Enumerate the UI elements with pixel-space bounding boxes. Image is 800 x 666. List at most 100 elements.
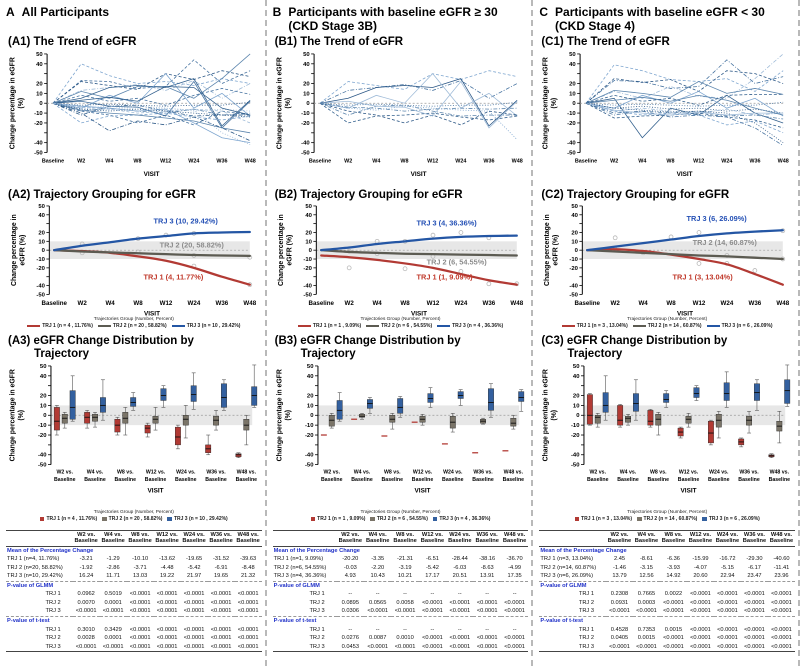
svg-text:-40: -40	[567, 141, 576, 147]
svg-text:10: 10	[40, 403, 47, 409]
table-cell: <0.0001	[717, 599, 738, 606]
table-cell: 21.97	[186, 573, 202, 580]
svg-text:-10: -10	[305, 423, 314, 429]
legend-swatch	[561, 325, 575, 328]
svg-text:50: 50	[40, 363, 47, 369]
table-cell: <0.0001	[183, 626, 205, 633]
svg-text:0: 0	[310, 413, 314, 419]
table-cell: -4.07	[693, 564, 707, 571]
svg-text:20: 20	[36, 81, 43, 87]
table-cell: --	[348, 591, 353, 598]
table-section-header: Mean of the Percentage Change	[273, 547, 360, 554]
legend-label: TRJ 3 (n = 6 , 26.09%)	[721, 322, 773, 329]
table-cell: <0.0001	[476, 643, 498, 650]
trajectory-chart-a2: 50 40 20 10 0 -10 -20 -40 -50 Change percentage i…	[11, 204, 257, 317]
svg-text:Change percentage in: Change percentage in	[278, 214, 285, 286]
svg-text:(%): (%)	[551, 409, 558, 420]
legend-item: TRJ 1 (n = 3 , 13.04%)	[574, 516, 632, 523]
svg-text:-40: -40	[36, 283, 45, 289]
svg-text:40: 40	[38, 213, 45, 219]
table-column-header: W12 vs. Baseline	[686, 530, 714, 547]
section-title-b1: (B1) The Trend of eGFR	[274, 36, 404, 48]
svg-text:-50: -50	[567, 150, 576, 156]
section-title-b3-line1: (B3) eGFR Change Distribution by	[274, 334, 461, 347]
table-cell: 17.17	[425, 573, 440, 580]
svg-text:40: 40	[572, 213, 579, 219]
svg-text:W8: W8	[133, 300, 143, 307]
table-row: TRJ 2 (n=20, 58.82%) -1.92 -2.86 -3.71 -4.48…	[6, 564, 262, 573]
table-cell: -10.10	[132, 556, 149, 563]
svg-text:W12: W12	[693, 300, 706, 307]
table-cell: -28.44	[451, 556, 468, 563]
table-cell: <0.0001	[367, 608, 389, 615]
table-cell: --	[375, 626, 380, 633]
svg-text:VISIT: VISIT	[410, 171, 426, 178]
table-cell: -40.60	[773, 556, 790, 563]
table-cell: <0.0001	[744, 608, 765, 615]
svg-text:VISIT: VISIT	[677, 171, 693, 178]
svg-text:W48: W48	[778, 158, 789, 164]
svg-text:W12: W12	[426, 300, 439, 307]
svg-text:Baseline: Baseline	[587, 476, 609, 482]
table-cell: -16.72	[719, 556, 736, 563]
table-cell: 0.5019	[104, 591, 122, 598]
table-cell: <0.0001	[129, 643, 151, 650]
svg-text:W2: W2	[344, 300, 354, 307]
box-legend-a3: Trajectories Group (Number, Percent) TRJ …	[6, 510, 262, 527]
svg-text:VISIT: VISIT	[677, 310, 693, 316]
table-cell: <0.0001	[690, 599, 711, 606]
svg-text:W48: W48	[511, 158, 522, 164]
table-cell: -3.93	[666, 564, 680, 571]
svg-text:VISIT: VISIT	[414, 487, 430, 494]
svg-text:Baseline: Baseline	[575, 300, 601, 307]
table-cell: 20.51	[452, 573, 467, 580]
table-row: TRJ 2 0.0028 0.0001 <0.0001 <0.0001 <0.0001 <0…	[6, 634, 262, 643]
svg-text:Baseline: Baseline	[442, 476, 464, 482]
legend-item: TRJ 2 (n = 6 , 54.55%)	[366, 323, 432, 330]
svg-text:VISIT: VISIT	[411, 310, 427, 316]
panel-b-title-line1: Participants with baseline eGFR ≥ 30	[288, 5, 498, 19]
svg-text:W36: W36	[750, 158, 761, 164]
table-section-header: P-value of t-test	[272, 615, 529, 626]
svg-text:-20: -20	[570, 266, 579, 272]
svg-text:W2: W2	[610, 158, 618, 164]
table-cell: -2.20	[371, 564, 385, 571]
table-cell: --	[457, 626, 462, 633]
table-cell: --	[403, 626, 407, 633]
table-cell: -3.71	[133, 564, 147, 571]
table-cell: 0.0070	[77, 599, 95, 606]
svg-text:-20: -20	[36, 266, 45, 272]
svg-text:W48: W48	[245, 158, 256, 164]
trajectory-chart-b2: 50 40 20 10 0 -10 -20 -40 -50 Change percentage i…	[278, 204, 524, 317]
svg-text:Baseline: Baseline	[84, 476, 106, 482]
table-cell: <0.0001	[156, 626, 178, 633]
svg-text:W4 vs.: W4 vs.	[353, 469, 370, 475]
svg-text:Baseline: Baseline	[502, 476, 524, 482]
table-cell: <0.0001	[210, 635, 232, 642]
table-cell: -11.41	[773, 564, 790, 571]
svg-text:40: 40	[573, 373, 580, 379]
table-cell: -13.62	[159, 556, 176, 563]
table-cell: <0.0001	[183, 635, 205, 642]
table-cell: -5.42	[187, 564, 201, 571]
table-header-row: W2 vs. Baseline W4 vs. Baseline W8 vs. Baseli…	[272, 530, 529, 547]
svg-text:W24: W24	[188, 158, 199, 164]
table-cell: <0.0001	[422, 643, 443, 650]
table-row: TRJ 2 (n=6, 54.55%) -0.03 -2.20 -3.19 -5.42-…	[273, 564, 529, 573]
legend-title: Trajectories Group (Number, Percent)	[360, 316, 441, 322]
svg-text:-50: -50	[570, 292, 579, 298]
box-chart-c3: 50 40 20 10 0 -10 -20 -40 -50 Change percentage i…	[543, 363, 791, 494]
table-cell: -6.17	[747, 564, 761, 571]
table-cell: 13.91	[480, 573, 495, 580]
table-column-header: W8 vs. Baseline	[659, 530, 687, 547]
table-cell: -0.03	[343, 564, 357, 571]
svg-text:40: 40	[303, 62, 310, 68]
svg-text:-20: -20	[303, 266, 312, 272]
trajectory-label: TRJ 1 (4, 11.77%)	[144, 272, 204, 281]
table-cell: 13.03	[133, 573, 148, 580]
table-cell: <0.0001	[717, 643, 738, 650]
svg-text:50: 50	[38, 204, 45, 210]
svg-text:50: 50	[569, 52, 576, 58]
table-cell: --	[348, 626, 353, 633]
svg-text:Change percentage in: Change percentage in	[11, 214, 18, 286]
